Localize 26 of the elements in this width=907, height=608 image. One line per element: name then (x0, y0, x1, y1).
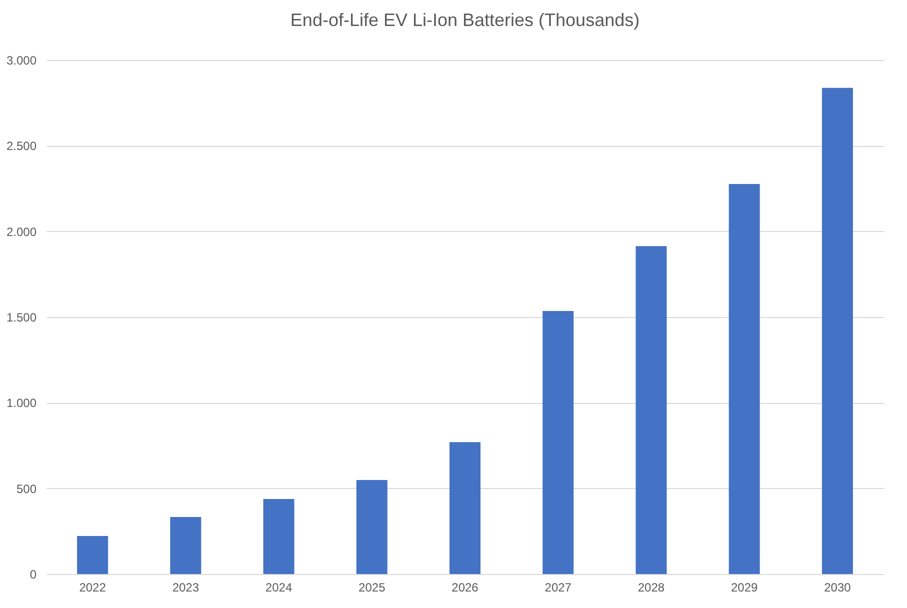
x-tick-label: 2024 (265, 580, 292, 594)
y-tick-label: 3.000 (6, 54, 37, 68)
x-tick-label: 2029 (730, 580, 758, 594)
y-tick-label: 0 (30, 568, 37, 582)
y-tick-label: 2.000 (6, 224, 37, 239)
bar (263, 498, 294, 574)
y-tick-label: 1.000 (6, 396, 37, 410)
bar (542, 311, 574, 574)
x-tick-label: 2026 (452, 580, 479, 594)
bar (170, 516, 202, 574)
x-tick-label: 2030 (824, 580, 852, 594)
x-tick-label: 2028 (638, 580, 665, 594)
y-tick-label: 500 (16, 482, 37, 496)
bar (356, 480, 388, 574)
bar (822, 88, 853, 574)
y-tick-label: 1.500 (6, 310, 37, 324)
chart-title: End-of-Life EV Li-Ion Batteries (Thousands) (290, 10, 640, 30)
bar (77, 536, 108, 574)
bar (450, 442, 480, 574)
x-tick-label: 2022 (79, 580, 106, 594)
bar (636, 246, 667, 574)
x-tick-label: 2027 (544, 580, 572, 594)
bar (728, 184, 760, 574)
x-tick-label: 2023 (172, 580, 200, 594)
y-tick-label: 2.500 (6, 139, 37, 154)
x-tick-label: 2025 (358, 580, 386, 594)
